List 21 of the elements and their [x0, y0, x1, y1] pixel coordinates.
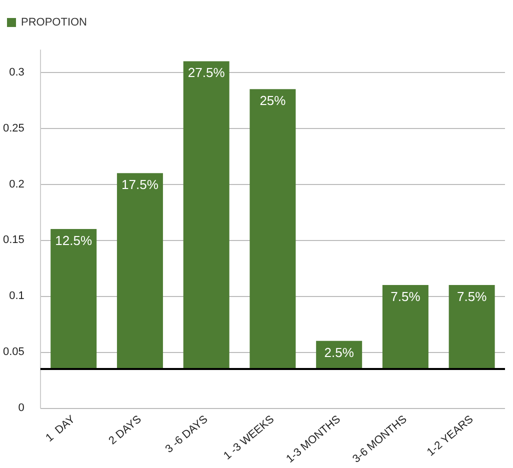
- data-label: 25%: [260, 93, 286, 108]
- data-label: 2.5%: [324, 344, 354, 360]
- bar: [250, 89, 296, 369]
- bar: [183, 61, 230, 369]
- data-label: 17.5%: [122, 177, 159, 192]
- legend-label: PROPOTION: [21, 16, 88, 28]
- y-tick-label: 0.1: [9, 290, 24, 302]
- data-label: 7.5%: [456, 288, 488, 304]
- bar: [116, 173, 163, 369]
- bar: [382, 284, 428, 369]
- y-tick-label: 0.05: [2, 346, 24, 358]
- data-label: 12.5%: [55, 233, 92, 248]
- data-label: 7.5%: [390, 288, 421, 304]
- y-tick-label: 0: [18, 402, 24, 414]
- y-tick-label: 0.15: [2, 234, 24, 246]
- y-tick-label: 0.25: [2, 122, 24, 134]
- bar: [50, 229, 97, 369]
- data-label: 27.5%: [188, 65, 226, 80]
- y-tick-label: 0.3: [9, 66, 24, 78]
- y-tick-label: 0.2: [9, 178, 24, 190]
- bar: [448, 284, 495, 369]
